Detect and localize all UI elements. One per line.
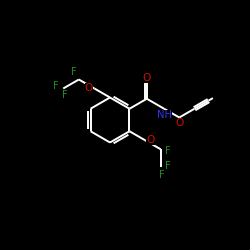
Text: F: F bbox=[165, 161, 170, 171]
Text: O: O bbox=[175, 118, 184, 128]
Text: O: O bbox=[142, 73, 151, 83]
Text: F: F bbox=[62, 90, 67, 101]
Text: F: F bbox=[165, 146, 170, 156]
Text: F: F bbox=[159, 170, 165, 180]
Text: F: F bbox=[53, 81, 59, 91]
Text: F: F bbox=[71, 67, 77, 77]
Text: NH: NH bbox=[157, 110, 172, 120]
Text: O: O bbox=[146, 135, 155, 145]
Text: O: O bbox=[85, 84, 93, 94]
